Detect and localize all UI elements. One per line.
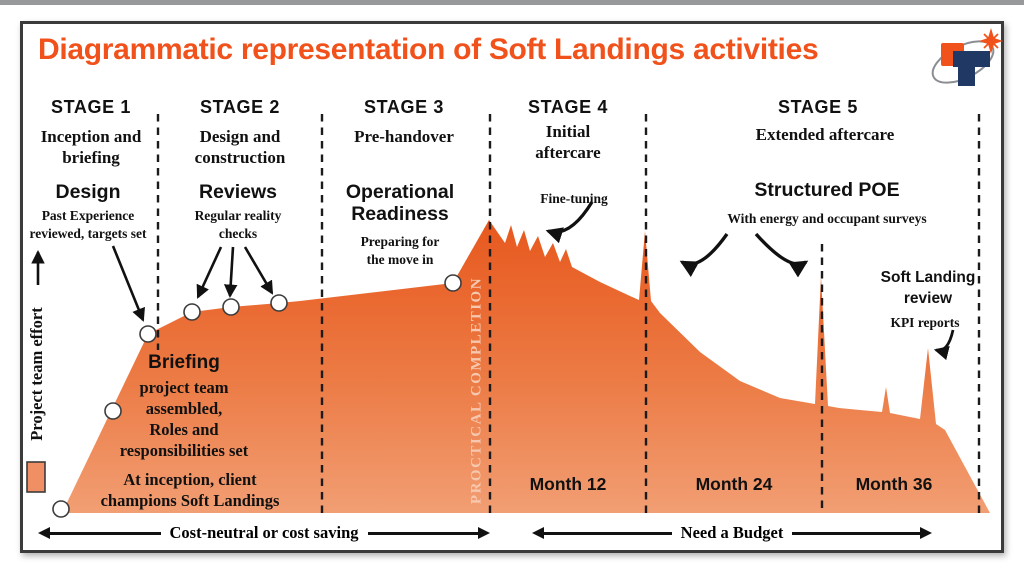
fine-tuning-label: Fine-tuning (540, 191, 608, 206)
stage-1-subtitle: Inception and briefing (40, 127, 142, 168)
month-12-label: Month 12 (529, 474, 607, 494)
project-effort-axis-label: Project team effort (27, 307, 46, 441)
company-logo (931, 28, 1003, 86)
arrowhead-right-icon (478, 527, 491, 540)
stage-2-subtitle: Design and construction (194, 127, 286, 168)
arrow-fine-tuning (545, 201, 594, 244)
stage-3-heading: Operational Readiness (345, 181, 455, 226)
stage-2-note: Regular reality checks (194, 208, 282, 241)
arrow-poe-right (754, 232, 809, 278)
cost-neutral-arrow: Cost-neutral or cost saving (38, 523, 491, 542)
briefing-heading: Briefing (148, 352, 220, 373)
arrowhead-left-icon (532, 527, 544, 540)
arrow-review-1 (196, 246, 223, 299)
stage-2-label: STAGE 2 (200, 97, 280, 117)
milestone-circle-design (139, 325, 157, 343)
month-36-label: Month 36 (855, 474, 933, 494)
stage-1-heading: Design (55, 181, 121, 203)
diagram-border-frame (20, 21, 1004, 553)
kpi-reports-note: KPI reports (890, 315, 960, 330)
cost-neutral-arrow-label: Cost-neutral or cost saving (169, 523, 359, 542)
stage-5-subtitle: Extended aftercare (755, 125, 895, 144)
month-24-label: Month 24 (695, 474, 773, 494)
arrow-kpi (933, 329, 955, 361)
milestone-circle-review-2 (222, 298, 240, 316)
stage-1-label: STAGE 1 (51, 97, 131, 117)
milestone-circle-review-1 (183, 303, 201, 321)
structured-poe-heading: Structured POE (754, 179, 900, 201)
arrowhead-left-icon (38, 527, 50, 540)
stage-3-note: Preparing for the move in (360, 234, 440, 267)
briefing-note: project team assembled, Roles and respon… (119, 378, 249, 461)
milestone-circle-readiness (444, 274, 462, 292)
inception-note: At inception, client champions Soft Land… (100, 470, 280, 511)
stage-2-heading: Reviews (198, 181, 278, 203)
stage-1-note: Past Experience reviewed, targets set (29, 208, 147, 241)
arrowhead-right-icon (920, 527, 933, 540)
arrow-poe-left (679, 233, 729, 278)
practical-completion-label: PROCTICAL COMPLETION (468, 276, 485, 505)
need-budget-arrow-label: Need a Budget (680, 523, 784, 542)
milestone-circle-inception (52, 500, 70, 518)
milestone-circle-brief (104, 402, 122, 420)
page-title: Diagrammatic representation of Soft Land… (38, 33, 819, 66)
stage-4-label: STAGE 4 (528, 97, 608, 117)
need-budget-arrow: Need a Budget (532, 523, 933, 542)
arrow-review-2 (223, 246, 238, 299)
effort-legend-swatch (26, 461, 46, 493)
effort-area (62, 220, 990, 513)
arrow-past-experience (111, 245, 145, 322)
stage-3-label: STAGE 3 (364, 97, 444, 117)
stage-5-label: STAGE 5 (778, 97, 858, 117)
stage-3-subtitle: Pre-handover (354, 127, 454, 146)
top-edge-strip (0, 0, 1024, 5)
energy-surveys-note: With energy and occupant surveys (727, 211, 927, 226)
soft-landing-review-heading: Soft Landing review (880, 269, 976, 307)
stage-4-subtitle: Initial aftercare (535, 122, 601, 163)
logo-navy-bar-v (958, 51, 975, 86)
arrow-review-3 (243, 246, 274, 295)
milestone-circle-review-3 (270, 294, 288, 312)
